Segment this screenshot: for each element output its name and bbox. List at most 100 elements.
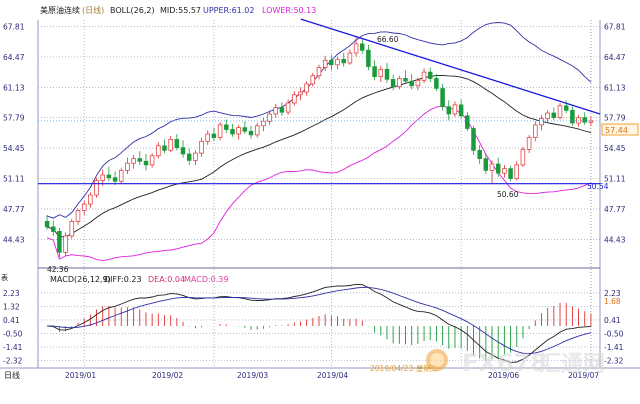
watermark-badge-inner <box>430 353 444 367</box>
candle-body <box>267 113 272 122</box>
candle-body <box>285 102 291 113</box>
watermark-brand: FX678 <box>462 349 547 377</box>
candle-body <box>539 118 544 126</box>
candle-body <box>118 170 124 182</box>
candle-body <box>409 80 414 87</box>
price-tick-right: 67.81 <box>604 22 626 31</box>
macd-header-params: MACD(26,12,9) <box>50 275 111 284</box>
annotation-low-right: 50.60 <box>497 190 519 199</box>
candle-body <box>316 67 322 77</box>
price-tick-right: 44.43 <box>604 235 626 244</box>
candle-body <box>112 177 118 182</box>
annotation-low-left: 42.36 <box>47 265 69 274</box>
macd-axis-tag: 表 <box>1 273 8 282</box>
date-tick: 2019/04 <box>317 371 348 380</box>
candle-body <box>390 79 396 88</box>
candle-body <box>304 83 309 93</box>
axis-labels: 67.81 67.81 64.47 64.47 61.13 61.13 57.79 57.79… <box>3 22 626 380</box>
candle-body <box>372 66 377 77</box>
price-tick-right: 61.13 <box>604 83 626 92</box>
period-tab[interactable]: 日线 <box>4 370 20 380</box>
candle-body <box>526 137 532 150</box>
candle-body <box>403 78 408 82</box>
candle-body <box>508 168 513 179</box>
candle-body <box>88 194 93 205</box>
candle-body <box>162 145 167 151</box>
candle-body <box>545 112 550 119</box>
candle-body <box>94 180 99 196</box>
header-instrument: 美原油连续 <box>40 5 80 15</box>
macd-tick-left: -1.41 <box>3 343 23 352</box>
price-tick-left: 61.13 <box>3 83 25 92</box>
candle-body <box>248 130 254 136</box>
annotation-high: 66.60 <box>377 35 399 44</box>
macd-tick-left: 2.23 <box>3 289 20 298</box>
price-tick-right: 51.11 <box>604 175 626 184</box>
candle-body <box>434 78 439 89</box>
candle-body <box>452 104 458 115</box>
candle-body <box>63 235 68 253</box>
candle-body <box>137 158 143 162</box>
candle-body <box>533 124 538 138</box>
candle-body <box>502 168 507 174</box>
price-tick-left: 64.47 <box>3 53 25 62</box>
candle-body <box>211 133 217 138</box>
support-level-label: 50.54 <box>587 182 609 191</box>
candle-body <box>292 94 297 104</box>
macd-tick-left: -0.50 <box>3 329 23 338</box>
price-tick-left: 57.79 <box>3 114 25 123</box>
candle-body <box>279 107 285 113</box>
candle-body <box>495 163 501 174</box>
candle-body <box>397 78 402 87</box>
candle-body <box>378 68 384 77</box>
price-tick-right: 47.77 <box>604 205 626 214</box>
watermark-cn: 汇通网 <box>539 352 605 377</box>
candle-body <box>242 127 248 132</box>
candle-body <box>421 71 427 81</box>
macd-header-macd: MACD:0.39 <box>184 275 229 284</box>
header-mid: MID:55.57 <box>160 6 201 15</box>
boll-lower-line <box>46 105 592 262</box>
candle-body <box>427 71 433 79</box>
macd-tick-left: 0.41 <box>3 316 20 325</box>
date-tick: 2019/07 <box>568 371 599 380</box>
boll-mid-line <box>46 74 592 238</box>
candle-body <box>174 139 180 148</box>
candle-body <box>199 140 204 154</box>
candle-body <box>205 133 210 142</box>
candle-body <box>341 58 346 64</box>
date-tick: 2019/02 <box>152 371 183 380</box>
candle-body <box>261 120 266 127</box>
resistance-trendline <box>300 18 601 115</box>
price-tick-left: 51.11 <box>3 175 25 184</box>
candle-body <box>446 106 452 115</box>
candle-body <box>236 127 241 135</box>
overlays <box>38 18 601 185</box>
cursor-date: 2019/04/23 <box>370 364 413 373</box>
candle-body <box>471 128 476 151</box>
candle-body <box>563 105 569 111</box>
date-tick: 2019/03 <box>237 371 268 380</box>
candle-body <box>322 59 328 68</box>
price-grid <box>38 26 600 240</box>
candle-body <box>353 43 359 54</box>
price-tick-left: 47.77 <box>3 205 25 214</box>
candle-body <box>217 124 223 138</box>
macd-dea-line <box>47 286 592 355</box>
price-tick-right: 54.45 <box>604 144 626 153</box>
candle-body <box>458 104 464 117</box>
macd-tick-right: -2.32 <box>604 356 624 365</box>
candle-body <box>57 231 62 253</box>
candle-body <box>149 155 155 166</box>
candle-body <box>224 124 229 130</box>
candle-body <box>489 163 495 171</box>
candle-body <box>570 109 575 124</box>
date-tick: 2019/01 <box>65 371 96 380</box>
candle-body <box>551 112 557 118</box>
header-boll: BOLL(26,2) <box>110 6 155 15</box>
macd-header-diff: DIFF:0.23 <box>104 275 142 284</box>
candle-body <box>156 145 161 157</box>
